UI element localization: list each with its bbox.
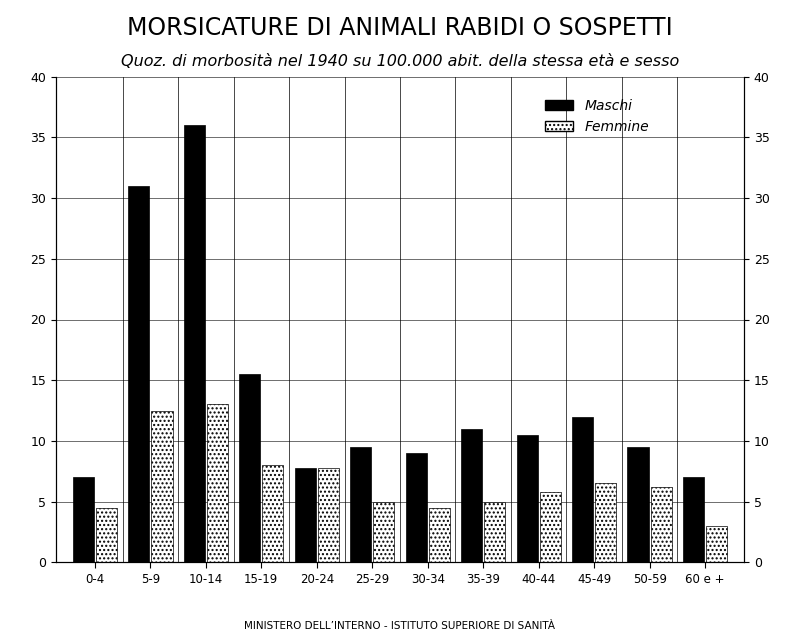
Bar bbox=[627, 447, 649, 562]
Legend: Maschi, Femmine: Maschi, Femmine bbox=[540, 93, 654, 139]
Bar bbox=[374, 502, 394, 562]
Bar bbox=[406, 453, 426, 562]
Text: MINISTERO DELL’INTERNO - ISTITUTO SUPERIORE DI SANITÀ: MINISTERO DELL’INTERNO - ISTITUTO SUPERI… bbox=[245, 621, 555, 631]
Bar bbox=[517, 435, 538, 562]
Bar bbox=[294, 468, 316, 562]
Bar bbox=[207, 404, 228, 562]
Bar bbox=[262, 465, 283, 562]
Bar bbox=[128, 186, 150, 562]
Bar bbox=[595, 483, 616, 562]
Bar bbox=[151, 411, 173, 562]
Bar bbox=[484, 502, 506, 562]
Bar bbox=[184, 125, 205, 562]
Bar bbox=[706, 526, 727, 562]
Bar bbox=[239, 374, 260, 562]
Bar bbox=[73, 477, 94, 562]
Bar bbox=[540, 492, 561, 562]
Bar bbox=[429, 507, 450, 562]
Bar bbox=[650, 487, 672, 562]
Bar bbox=[461, 429, 482, 562]
Bar bbox=[683, 477, 704, 562]
Bar bbox=[572, 417, 593, 562]
Bar bbox=[350, 447, 371, 562]
Bar bbox=[318, 468, 339, 562]
Text: MORSICATURE DI ANIMALI RABIDI O SOSPETTI: MORSICATURE DI ANIMALI RABIDI O SOSPETTI bbox=[127, 16, 673, 40]
Bar bbox=[96, 507, 117, 562]
Text: Quoz. di morbosità nel 1940 su 100.000 abit. della stessa età e sesso: Quoz. di morbosità nel 1940 su 100.000 a… bbox=[121, 54, 679, 69]
